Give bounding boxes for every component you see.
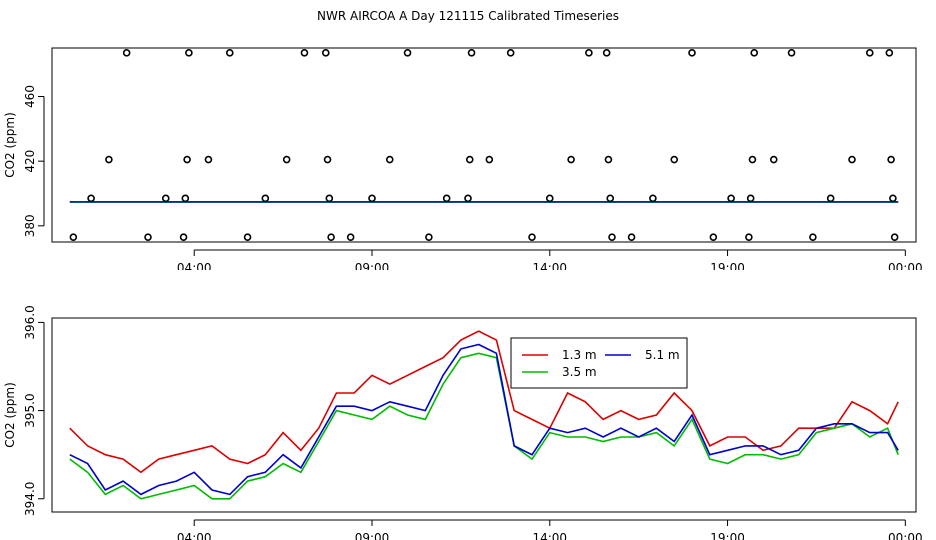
scatter-point bbox=[809, 233, 817, 241]
top-y-tick-label: 420 bbox=[23, 150, 37, 173]
series-line bbox=[69, 330, 899, 474]
scatter-point bbox=[144, 233, 152, 241]
scatter-point bbox=[368, 194, 376, 203]
scatter-point bbox=[745, 233, 753, 241]
scatter-point bbox=[346, 233, 355, 241]
scatter-point bbox=[282, 155, 291, 164]
scatter-point bbox=[602, 49, 611, 57]
scatter-point bbox=[204, 155, 213, 164]
scatter-point bbox=[243, 233, 252, 241]
scatter-point bbox=[727, 194, 735, 203]
scatter-point bbox=[528, 233, 536, 241]
scatter-point bbox=[161, 194, 170, 203]
scatter-point bbox=[746, 194, 755, 203]
scatter-point bbox=[627, 233, 636, 241]
series-line bbox=[69, 343, 899, 496]
top-y-tick-label: 460 bbox=[23, 85, 37, 108]
scatter-point bbox=[179, 233, 188, 241]
scatter-point bbox=[545, 194, 554, 203]
top-y-tick-label: 380 bbox=[23, 214, 37, 237]
scatter-point bbox=[465, 155, 474, 164]
scatter-point bbox=[87, 194, 95, 203]
bottom-x-tick-label: 04:00 bbox=[177, 531, 212, 540]
legend-label: 1.3 m bbox=[562, 348, 597, 362]
bottom-y-tick-label: 396.0 bbox=[23, 305, 37, 339]
scatter-point bbox=[467, 49, 476, 57]
scatter-point bbox=[865, 49, 874, 57]
legend-label: 3.5 m bbox=[562, 365, 597, 379]
scatter-point bbox=[464, 194, 472, 203]
scatter-point bbox=[485, 155, 494, 164]
scatter-point bbox=[649, 194, 657, 203]
scatter-point bbox=[608, 233, 616, 241]
scatter-point bbox=[105, 155, 113, 164]
legend-label: 5.1 m bbox=[645, 348, 680, 362]
scatter-point bbox=[606, 194, 615, 203]
legend: 1.3 m 5.1 m 3.5 m bbox=[510, 337, 688, 389]
scatter-point bbox=[750, 49, 759, 57]
top-x-tick-label: 19:00 bbox=[710, 261, 745, 270]
scatter-point bbox=[567, 155, 575, 164]
scatter-point bbox=[300, 49, 309, 57]
scatter-point bbox=[69, 233, 78, 241]
scatter-point bbox=[604, 155, 613, 164]
scatter-point bbox=[890, 233, 899, 241]
legend-box bbox=[510, 337, 688, 389]
scatter-point bbox=[425, 233, 433, 241]
scatter-point bbox=[748, 155, 757, 164]
top-x-tick-label: 04:00 bbox=[177, 261, 212, 270]
figure-title: NWR AIRCOA A Day 121115 Calibrated Times… bbox=[316, 9, 619, 23]
top-x-tick-label: 00:00 bbox=[888, 261, 923, 270]
bottom-x-tick-label: 14:00 bbox=[532, 531, 567, 540]
scatter-point bbox=[670, 155, 679, 164]
scatter-point bbox=[889, 194, 897, 203]
scatter-point bbox=[885, 49, 894, 57]
scatter-point bbox=[442, 194, 451, 203]
scatter-point bbox=[585, 49, 593, 57]
top-plot-frame bbox=[51, 47, 917, 243]
scatter-point bbox=[321, 49, 330, 57]
scatter-point bbox=[327, 233, 335, 241]
top-x-tick-label: 09:00 bbox=[355, 261, 390, 270]
scatter-point bbox=[709, 233, 718, 241]
top-y-axis-label: CO2 (ppm) bbox=[3, 112, 17, 178]
bottom-y-tick-label: 394.0 bbox=[23, 482, 37, 516]
scatter-point bbox=[323, 155, 332, 164]
scatter-point bbox=[122, 49, 131, 57]
scatter-point bbox=[181, 194, 190, 203]
bottom-x-tick-label: 19:00 bbox=[710, 531, 745, 540]
scatter-point bbox=[787, 49, 796, 57]
scatter-point bbox=[769, 155, 778, 164]
scatter-point bbox=[261, 194, 270, 203]
top-x-tick-label: 14:00 bbox=[532, 261, 567, 270]
bottom-y-tick-label: 395.0 bbox=[23, 393, 37, 427]
bottom-plot-frame bbox=[51, 317, 917, 513]
scatter-point bbox=[403, 49, 412, 57]
scatter-point bbox=[185, 49, 193, 57]
scatter-point bbox=[688, 49, 696, 57]
bottom-x-tick-label: 09:00 bbox=[355, 531, 390, 540]
scatter-point bbox=[826, 194, 835, 203]
bottom-x-tick-label: 00:00 bbox=[888, 531, 923, 540]
scatter-point bbox=[183, 155, 191, 164]
series-line bbox=[69, 352, 899, 500]
scatter-point bbox=[848, 155, 856, 164]
bottom-y-axis-label: CO2 (ppm) bbox=[3, 382, 17, 448]
scatter-point bbox=[325, 194, 334, 203]
scatter-point bbox=[887, 155, 895, 164]
scatter-point bbox=[506, 49, 515, 57]
scatter-point bbox=[385, 155, 394, 164]
scatter-point bbox=[225, 49, 234, 57]
